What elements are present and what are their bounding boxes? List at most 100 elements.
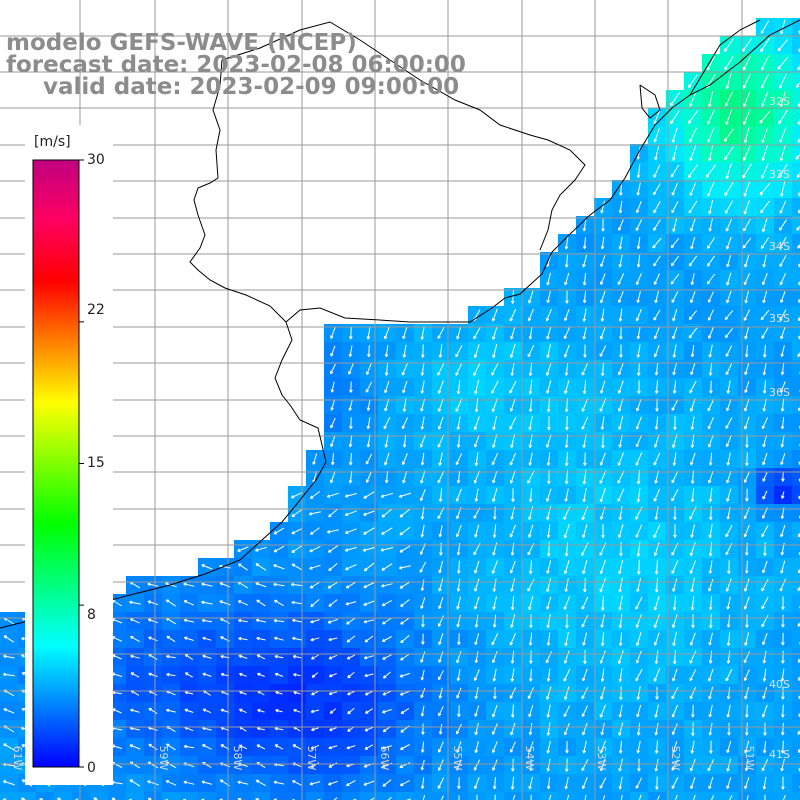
wind-cell [792,630,800,649]
wind-arrow [762,650,767,664]
wind-arrow [744,560,749,574]
wind-arrow [761,127,769,143]
wind-arrow [672,650,677,665]
wind-arrow [527,344,535,358]
wind-arrow [333,797,338,800]
wind-arrow [548,794,552,800]
wind-arrow [3,743,15,751]
wind-cell [792,504,800,523]
wind-cell [18,792,37,800]
wind-arrow [147,618,158,624]
wind-arrow [690,524,695,538]
wind-cell [792,450,800,469]
wind-arrow [725,435,732,448]
wind-arrow [310,654,319,660]
wind-arrow [654,362,659,376]
wind-arrow [781,614,785,628]
wind-arrow [257,672,265,677]
wind-arrow [635,668,643,682]
wind-arrow [780,722,785,736]
wind-arrow [309,545,321,553]
wind-arrow [384,434,389,448]
wind-arrow [369,797,375,800]
wind-arrow [618,758,623,772]
wind-arrow [563,523,570,539]
wind-cell [252,792,271,800]
wind-arrow [546,758,551,772]
wind-arrow [474,578,480,592]
wind-arrow [689,560,696,574]
wind-arrow [582,291,587,304]
wind-arrow [293,691,301,695]
wind-arrow [474,614,479,628]
wind-arrow [600,632,605,647]
wind-arrow [708,578,714,592]
wind-arrow [724,55,734,71]
wind-arrow [456,687,462,699]
wind-arrow [780,345,785,358]
wind-arrow [762,344,767,358]
wind-arrow [238,618,248,623]
wind-cell [792,360,800,379]
wind-arrow [653,110,661,125]
wind-arrow [745,722,749,736]
wind-arrow [636,254,641,268]
wind-arrow [492,596,497,610]
wind-cell [432,792,451,800]
wind-arrow [528,488,533,503]
wind-cell [378,792,397,800]
wind-arrow [421,344,425,358]
wind-arrow [672,218,678,232]
wind-arrow [618,776,623,790]
wind-arrow [421,723,425,735]
wind-arrow [237,546,249,552]
wind-arrow [256,744,266,750]
wind-arrow [546,686,552,700]
wind-arrow [563,596,571,610]
wind-arrow [400,617,410,625]
wind-arrow [725,163,732,179]
wind-arrow [346,635,356,643]
wind-arrow [402,326,408,340]
wind-arrow [690,452,696,466]
wind-arrow [546,776,551,790]
wind-arrow [273,599,284,607]
wind-arrow [402,380,408,394]
wind-arrow [743,309,751,321]
wind-arrow [708,452,713,466]
wind-arrow [635,650,642,664]
wind-arrow [744,254,750,268]
wind-arrow [473,669,480,681]
wind-arrow [130,654,140,659]
wind-arrow [290,582,303,587]
wind-arrow [725,109,733,125]
wind-arrow [723,38,735,52]
wind-arrow [744,290,749,304]
wind-arrow [309,781,321,786]
wind-arrow [326,492,339,498]
wind-cell [774,792,793,800]
wind-arrow [764,794,766,800]
wind-arrow [492,759,498,771]
wind-arrow [399,744,410,750]
wind-arrow [387,796,392,800]
wind-arrow [618,291,624,303]
wind-arrow [780,491,785,499]
wind-arrow [636,578,642,593]
wind-arrow [636,722,641,736]
wind-arrow [148,672,158,677]
wind-arrow [725,73,732,90]
wind-arrow [582,272,587,286]
wind-arrow [330,453,335,466]
wind-arrow [762,452,768,466]
wind-arrow [760,73,770,89]
wind-arrow [742,55,752,71]
wind-arrow [474,777,480,790]
wind-arrow [617,650,624,664]
wind-cell [738,792,757,800]
wind-arrow [583,650,587,664]
wind-arrow [726,380,731,394]
wind-arrow [617,470,625,484]
wind-arrow [273,545,285,553]
wind-arrow [743,524,750,538]
